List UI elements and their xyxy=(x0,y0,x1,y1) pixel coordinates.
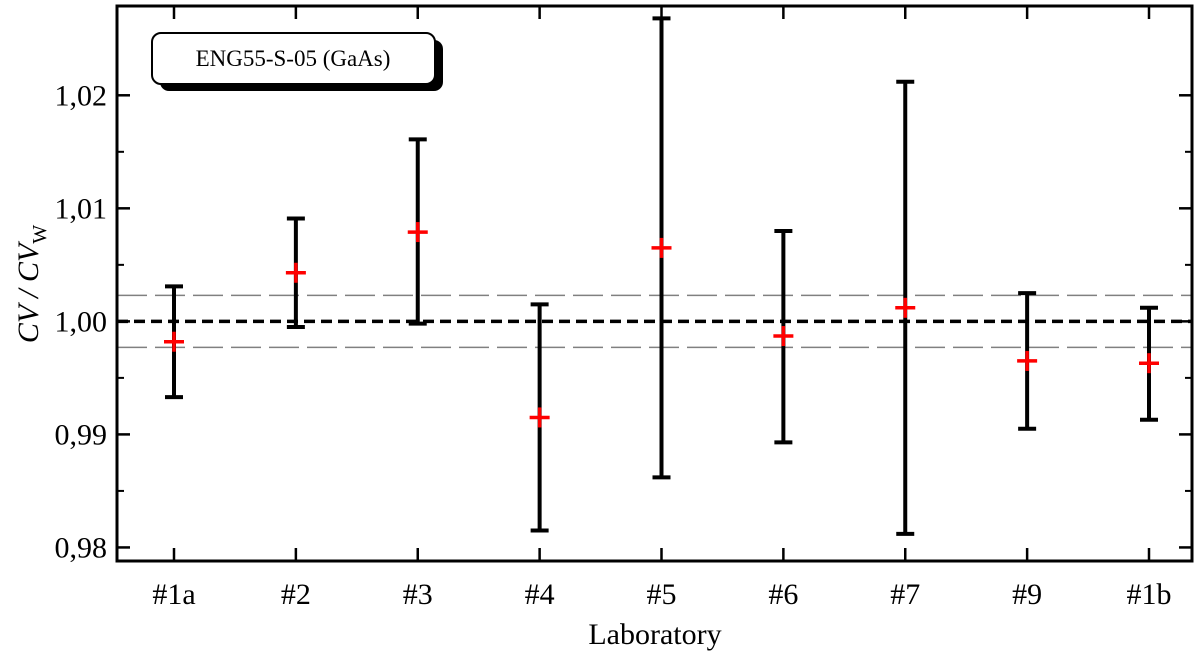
x-tick-label: #1b xyxy=(1127,578,1172,611)
data-point xyxy=(1139,353,1159,374)
y-tick-label: 0,98 xyxy=(55,531,108,564)
x-tick-labels: #1a #2 #3 #4 #5 #6 #7 #9 #1b xyxy=(152,578,1171,611)
x-tick-label: #2 xyxy=(281,578,311,611)
x-tick-label: #6 xyxy=(768,578,798,611)
y-axis-title: CV / CVW xyxy=(12,225,51,343)
y-axis-title-subscript: W xyxy=(29,225,51,244)
x-tick-label: #3 xyxy=(403,578,433,611)
y-tick-label: 1,00 xyxy=(55,305,108,338)
annotation-box-frame xyxy=(151,32,436,85)
data-point xyxy=(285,262,306,283)
data-point xyxy=(1017,350,1038,371)
y-axis-title-main: CV / CV xyxy=(12,240,45,343)
annotation-text: ENG55-S-05 (GaAs) xyxy=(196,46,391,71)
data-point xyxy=(773,326,794,347)
annotation-box: ENG55-S-05 (GaAs) xyxy=(151,32,443,91)
y-tick-label: 1,02 xyxy=(55,79,108,112)
data-point xyxy=(407,222,428,243)
y-tick-label: 0,99 xyxy=(55,418,108,451)
y-tick-labels: 0,98 0,99 1,00 1,01 1,02 xyxy=(55,79,108,564)
data-point xyxy=(164,331,184,352)
x-tick-label: #5 xyxy=(647,578,677,611)
x-tick-label: #1a xyxy=(152,578,195,611)
data-point xyxy=(651,237,672,258)
x-axis-title: Laboratory xyxy=(588,618,721,651)
data-point xyxy=(895,297,916,318)
x-tick-label: #9 xyxy=(1012,578,1042,611)
x-tick-label: #7 xyxy=(890,578,920,611)
data-markers xyxy=(164,222,1159,428)
reference-lines xyxy=(117,294,1192,349)
plot-frame xyxy=(115,4,1194,563)
y-tick-label: 1,01 xyxy=(55,192,108,225)
data-point xyxy=(529,407,550,428)
x-tick-label: #4 xyxy=(525,578,555,611)
error-bars xyxy=(165,16,1158,536)
